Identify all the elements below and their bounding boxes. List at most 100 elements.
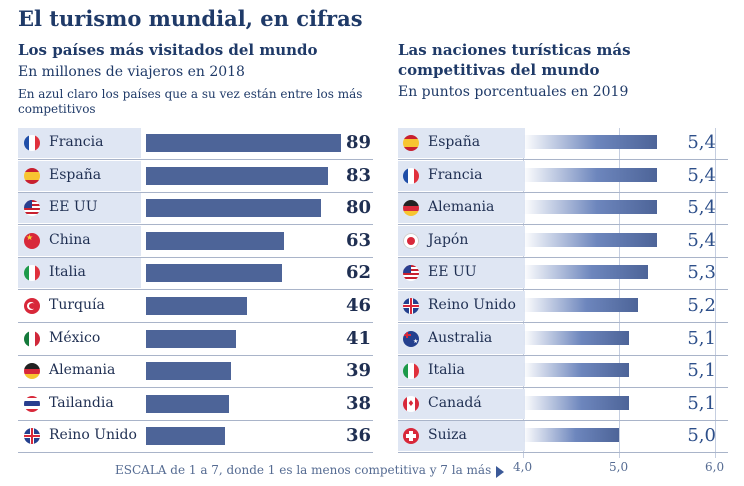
left-units: En millones de viajeros en 2018 (18, 64, 245, 80)
table-row: España 5,4 (398, 128, 728, 158)
country-label: Canadá (428, 394, 482, 411)
bar (523, 232, 658, 247)
value-label: 80 (345, 197, 371, 219)
row-divider (398, 419, 728, 421)
value-label: 41 (345, 327, 371, 349)
country-label: Italia (428, 362, 465, 379)
flag-mx-icon (24, 330, 40, 347)
flag-jp-icon (403, 232, 419, 249)
row-divider (18, 224, 373, 226)
row-divider (398, 289, 728, 291)
flag-de-icon (403, 200, 419, 217)
row-divider (398, 159, 728, 160)
country-label: Alemania (49, 362, 116, 379)
value-label: 83 (345, 164, 371, 186)
row-divider (398, 354, 728, 356)
bar (523, 265, 648, 280)
table-row: Francia 89 (18, 128, 373, 158)
country-label: Reino Unido (428, 297, 516, 313)
country-cell (398, 225, 525, 256)
bar (523, 298, 639, 312)
country-cell (398, 356, 525, 387)
country-label: España (428, 134, 481, 150)
country-cell (398, 160, 525, 191)
bar (523, 395, 629, 410)
table-row: Turquía 46 (18, 291, 373, 321)
value-label: 5,4 (687, 132, 716, 153)
value-label: 5,4 (687, 164, 716, 186)
value-label: 5,0 (687, 425, 716, 447)
country-label: EE UU (49, 199, 98, 216)
country-label: España (49, 166, 102, 183)
bar (146, 362, 232, 381)
country-cell (398, 421, 525, 452)
right-units: En puntos porcentuales en 2019 (398, 84, 629, 100)
value-label: 5,2 (687, 295, 716, 316)
country-cell (398, 388, 525, 419)
flag-ca-icon: ♦ (403, 395, 419, 412)
bar (146, 134, 341, 152)
value-label: 5,3 (687, 262, 716, 284)
row-divider (18, 322, 373, 323)
row-divider (18, 289, 373, 291)
bar (146, 329, 236, 348)
value-label: 89 (345, 132, 371, 153)
value-label: 63 (345, 229, 371, 251)
bar (146, 231, 285, 250)
flag-fr-icon (24, 135, 40, 151)
country-label: Turquía (49, 297, 105, 313)
row-divider (398, 452, 728, 454)
country-label: Australia (428, 329, 493, 346)
value-label: 46 (345, 295, 371, 316)
table-row: Reino Unido 5,2 (398, 291, 728, 321)
row-divider (18, 452, 373, 454)
value-label: 5,4 (687, 229, 716, 251)
value-label: 5,1 (687, 327, 716, 349)
flag-de-icon (24, 363, 40, 380)
table-row: Alemania 5,4 (398, 193, 728, 224)
table-row: Francia 5,4 (398, 160, 728, 191)
country-label: Reino Unido (49, 427, 137, 444)
axis-tick-mark (619, 128, 620, 458)
flag-fr-icon (403, 167, 419, 184)
country-label: Suiza (428, 427, 467, 444)
bar (523, 167, 658, 182)
flag-tr-icon (24, 298, 40, 314)
table-row: EE UU 5,3 (398, 258, 728, 289)
table-row: Italia 62 (18, 258, 373, 289)
country-cell (398, 291, 525, 321)
bar (146, 297, 247, 315)
table-row: Suiza 5,0 (398, 421, 728, 452)
table-row: EE UU 80 (18, 193, 373, 224)
table-row: Tailandia 38 (18, 389, 373, 419)
bar (523, 135, 658, 149)
flag-it-icon (24, 265, 40, 282)
row-divider (398, 191, 728, 193)
right-subtitle: Las naciones turísticas más competitivas… (398, 41, 631, 79)
value-label: 5,1 (687, 360, 716, 382)
bar (523, 200, 658, 215)
bar (523, 363, 629, 378)
value-label: 5,4 (687, 197, 716, 219)
country-label: Tailandia (49, 394, 114, 411)
flag-es-icon (24, 167, 40, 184)
left-note: En azul claro los países que a su vez es… (18, 87, 363, 116)
flag-it-icon (403, 363, 419, 380)
bar (523, 330, 629, 345)
flag-cn-icon: ★ (24, 232, 40, 249)
axis-tick-label: 5,0 (609, 460, 629, 474)
page-title: El turismo mundial, en cifras (18, 6, 363, 31)
scale-arrow-icon (496, 466, 504, 478)
country-cell (398, 323, 525, 354)
bar (523, 428, 619, 443)
flag-gb-icon (24, 428, 40, 445)
flag-gb-icon (403, 298, 419, 314)
country-label: Italia (49, 264, 86, 281)
bar (146, 199, 322, 218)
row-divider (18, 191, 373, 193)
country-label: Francia (428, 166, 483, 183)
bar (146, 427, 225, 446)
row-divider (18, 256, 373, 258)
row-divider (18, 159, 373, 160)
axis-tick-mark (715, 128, 716, 458)
